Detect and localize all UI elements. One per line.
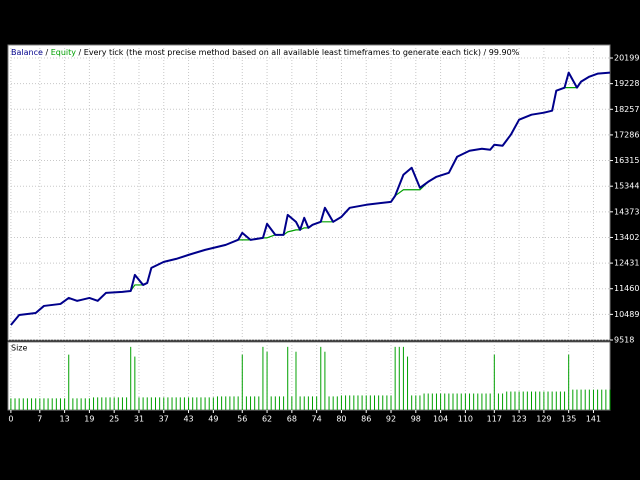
x-tick-label: 123 — [511, 415, 526, 424]
x-tick-label: 19 — [84, 415, 94, 424]
x-tick-label: 110 — [458, 415, 473, 424]
y-tick-label: 9518 — [614, 336, 634, 345]
x-tick-label: 13 — [60, 415, 70, 424]
x-tick-label: 7 — [37, 415, 42, 424]
subtitle: Every tick (the most precise method base… — [84, 48, 481, 57]
y-tick-label: 18257 — [614, 105, 639, 114]
series-line — [10, 71, 611, 326]
x-tick-label: 129 — [536, 415, 551, 424]
x-tick-label: 141 — [586, 415, 601, 424]
y-tick-label: 20199 — [614, 54, 639, 63]
y-tick-label: 19228 — [614, 79, 639, 88]
separator: / — [43, 48, 51, 57]
x-tick-label: 0 — [8, 415, 13, 424]
x-tick-label: 25 — [109, 415, 119, 424]
x-tick-label: 49 — [208, 415, 218, 424]
x-tick-label: 37 — [159, 415, 169, 424]
size-panel — [7, 341, 611, 411]
x-tick-label: 74 — [312, 415, 322, 424]
equity-panel — [7, 44, 611, 341]
header: Balance / Equity / Every tick (the most … — [11, 48, 520, 57]
x-tick-label: 62 — [262, 415, 272, 424]
x-tick-label: 80 — [336, 415, 346, 424]
y-tick-label: 14373 — [614, 207, 639, 216]
y-tick-label: 11460 — [614, 284, 639, 293]
x-tick-label: 92 — [386, 415, 396, 424]
legend-equity: Equity — [51, 48, 77, 57]
y-tick-label: 10489 — [614, 310, 639, 319]
x-tick-label: 56 — [237, 415, 247, 424]
separator: / — [481, 48, 489, 57]
size-title: Size — [11, 344, 28, 353]
legend-balance: Balance — [11, 48, 43, 57]
y-tick-label: 13402 — [614, 233, 639, 242]
x-tick-label: 86 — [361, 415, 371, 424]
modelling-quality: 99.90% — [489, 48, 520, 57]
y-tick-label: 17286 — [614, 130, 639, 139]
x-tick-label: 68 — [287, 415, 297, 424]
x-tick-label: 31 — [134, 415, 144, 424]
mark-layer — [10, 71, 611, 410]
x-tick-label: 98 — [411, 415, 421, 424]
x-tick-label: 104 — [433, 415, 448, 424]
y-tick-label: 16315 — [614, 156, 639, 165]
separator: / — [76, 48, 84, 57]
y-tick-label: 12431 — [614, 259, 639, 268]
x-tick-label: 135 — [561, 415, 576, 424]
y-tick-label: 15344 — [614, 182, 639, 191]
x-tick-label: 117 — [487, 415, 502, 424]
x-tick-label: 43 — [183, 415, 193, 424]
